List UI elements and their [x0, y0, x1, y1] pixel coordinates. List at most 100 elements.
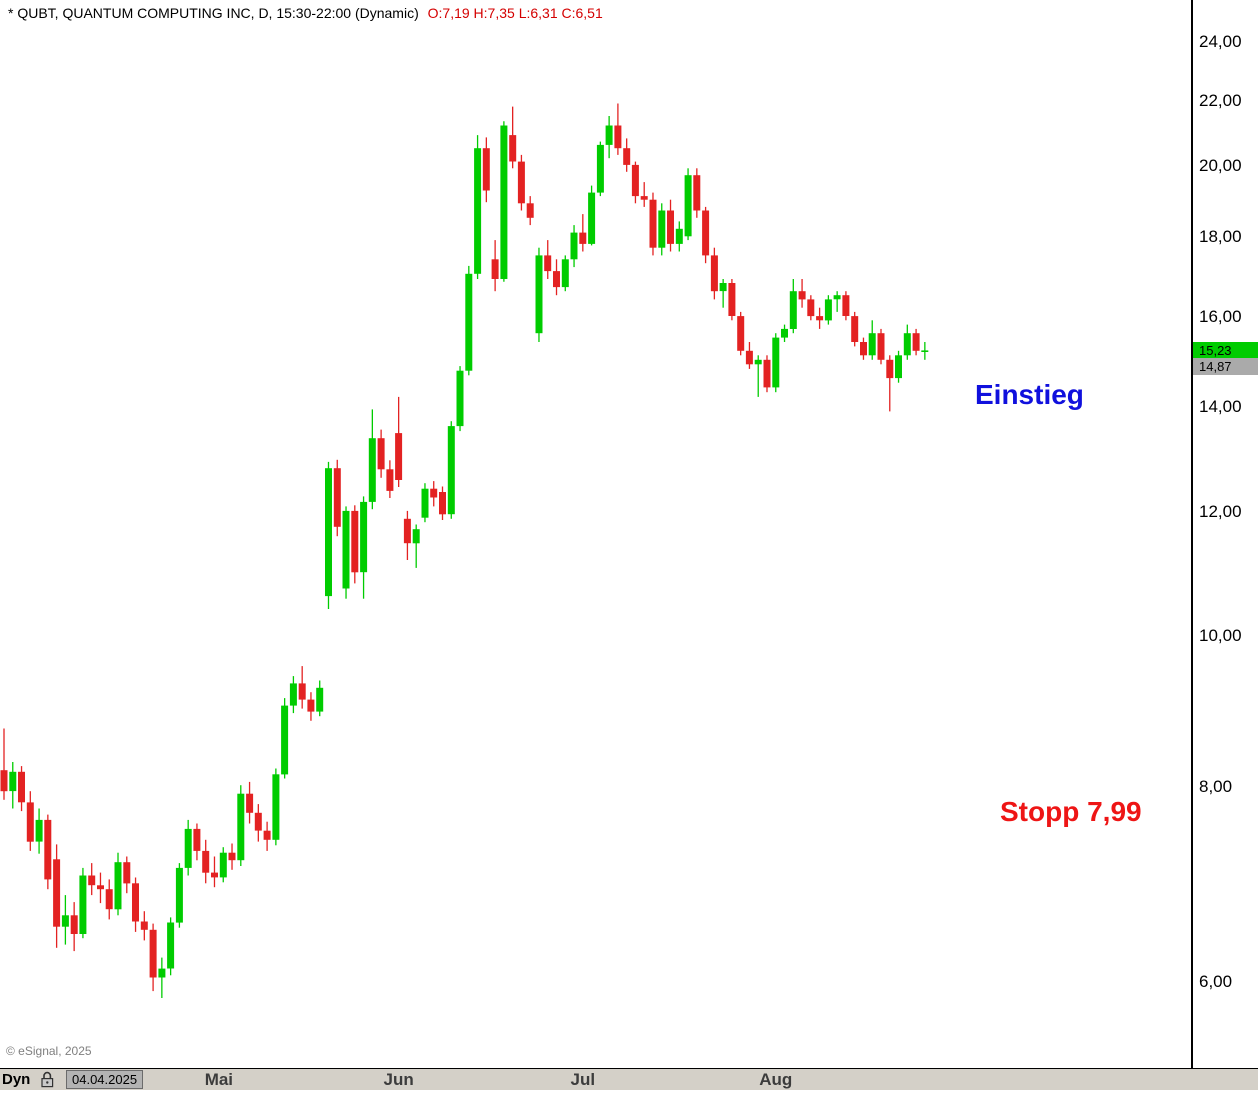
- y-axis-label: 10,00: [1199, 625, 1242, 645]
- y-axis-label: 22,00: [1199, 90, 1242, 110]
- candle: [474, 135, 482, 279]
- stop-annotation[interactable]: Stopp 7,99: [1000, 796, 1142, 827]
- start-date-field[interactable]: 04.04.2025: [66, 1070, 144, 1089]
- chart-titlebar: * QUBT, QUANTUM COMPUTING INC, D, 15:30-…: [8, 5, 603, 21]
- candle: [667, 199, 674, 252]
- candle: [500, 121, 508, 282]
- candle: [588, 185, 596, 246]
- candle: [719, 279, 727, 308]
- candle: [860, 337, 867, 360]
- candle: [509, 106, 517, 169]
- last-price-badge: 15,23: [1193, 341, 1258, 359]
- candle: [772, 333, 780, 393]
- candle: [325, 461, 332, 609]
- x-axis-month-label: Jul: [570, 1070, 596, 1089]
- candle: [211, 856, 218, 888]
- candle: [342, 506, 350, 599]
- candle: [263, 821, 271, 851]
- candle: [18, 766, 25, 812]
- candle: [544, 240, 552, 279]
- price-axis[interactable]: 24,00 22,00 20,00 18,00 16,00 14,00 12,00 10,00…: [1191, 0, 1258, 1068]
- candle: [553, 259, 560, 296]
- candle: [851, 311, 859, 347]
- candle: [272, 768, 280, 846]
- candle: [237, 785, 245, 866]
- y-axis-label: 8,00: [1199, 776, 1233, 796]
- candle: [167, 917, 175, 976]
- candle: [482, 137, 490, 203]
- candle: [368, 409, 376, 510]
- candle: [640, 182, 648, 207]
- candle: [421, 483, 429, 523]
- candle: [877, 328, 885, 365]
- candle: [140, 911, 148, 941]
- candle: [0, 728, 8, 800]
- y-axis-label: 18,00: [1199, 227, 1242, 247]
- candle: [316, 680, 324, 717]
- y-axis-label: 20,00: [1199, 155, 1242, 175]
- candle: [737, 311, 745, 356]
- candle: [903, 324, 911, 360]
- candlestick-plot-svg[interactable]: [0, 0, 1190, 1068]
- candle: [833, 291, 841, 312]
- candle: [114, 852, 122, 916]
- candle: [570, 225, 578, 268]
- candle: [658, 203, 666, 256]
- candle: [246, 781, 254, 824]
- candle: [70, 902, 78, 952]
- candle: [61, 895, 69, 945]
- candle: [789, 279, 797, 334]
- lock-icon[interactable]: [40, 1071, 56, 1088]
- candle: [649, 192, 657, 256]
- candle: [710, 247, 718, 300]
- candle: [386, 460, 394, 498]
- candle: [491, 240, 499, 292]
- candle: [675, 221, 683, 252]
- candle: [754, 355, 762, 397]
- candle: [351, 505, 359, 584]
- symbol-title: * QUBT, QUANTUM COMPUTING INC, D, 15:30-…: [8, 5, 419, 21]
- y-axis-label: 14,00: [1199, 397, 1242, 417]
- candle: [816, 307, 824, 329]
- candle: [9, 762, 17, 809]
- candle: [228, 843, 236, 870]
- y-axis-label: 12,00: [1199, 502, 1242, 521]
- x-axis-month-label: Aug: [759, 1070, 793, 1089]
- candle: [412, 524, 420, 568]
- candle: [517, 154, 525, 211]
- candle: [561, 255, 569, 292]
- candle: [175, 863, 183, 928]
- dynamic-mode-label: Dyn: [2, 1071, 31, 1088]
- candle: [526, 196, 534, 226]
- candle: [614, 103, 622, 155]
- candle: [53, 844, 61, 948]
- candle: [377, 429, 385, 478]
- candle: [395, 396, 403, 487]
- candle: [868, 320, 876, 360]
- candle: [35, 808, 43, 854]
- candle: [745, 342, 753, 369]
- entry-annotation[interactable]: Einstieg: [975, 379, 1084, 410]
- candle: [456, 366, 464, 432]
- candle: [596, 141, 604, 197]
- candle: [728, 279, 736, 321]
- candle: [535, 247, 543, 342]
- candle: [798, 279, 806, 308]
- candle: [149, 923, 157, 992]
- reference-price-badge: 14,87: [1193, 358, 1258, 376]
- candle: [781, 324, 788, 342]
- candle: [298, 666, 306, 709]
- candle: [824, 295, 832, 325]
- candle: [254, 804, 262, 842]
- candle: [886, 355, 894, 412]
- candle: [631, 161, 639, 204]
- candle: [123, 856, 131, 894]
- candle: [702, 206, 710, 264]
- candle: [44, 814, 52, 890]
- candle: [202, 839, 210, 884]
- y-axis-label: 6,00: [1199, 972, 1233, 991]
- candle: [97, 872, 104, 904]
- x-axis-month-label: Jun: [383, 1070, 414, 1089]
- candle: [763, 355, 771, 393]
